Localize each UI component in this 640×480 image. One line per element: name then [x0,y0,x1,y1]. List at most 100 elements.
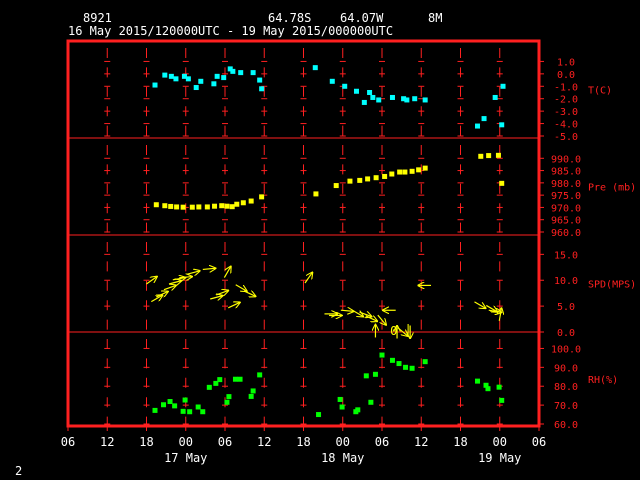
wind-vector [359,312,372,316]
wind-vector [340,310,354,311]
y-tick-label: 990.0 [551,154,581,165]
y-tick-label: 60.0 [554,420,578,431]
wind-vector [179,277,192,278]
humidity-point [368,399,374,405]
pressure-point [259,194,265,200]
pressure-point [189,204,195,210]
humidity-point [200,409,206,415]
temperature-point [152,82,158,88]
pressure-point [499,180,505,186]
station-longitude: 64.07W [340,11,384,25]
temperature-point [475,123,481,129]
pressure-point [409,168,415,174]
y-tick-label: 975.0 [551,191,581,202]
y-tick-label: 965.0 [551,216,581,227]
y-tick-label: -2.0 [554,95,578,106]
y-tick-label: 10.0 [554,276,578,287]
humidity-point [232,376,238,382]
temperature-point [481,116,487,122]
pressure-point [224,203,230,209]
pressure-point [357,177,363,183]
temperature-point [422,97,428,103]
y-tick-label: 80.0 [554,382,578,393]
wind-vector [304,272,312,284]
temperature-point [181,73,187,79]
temperature-point [500,83,506,89]
pressure-point [416,167,422,173]
y-tick-label: 980.0 [551,179,581,190]
pressure-point [478,153,484,159]
temperature-point [211,81,217,87]
y-tick-label: 960.0 [551,228,581,239]
temperature-point [173,76,179,82]
wind-vector [210,296,223,299]
pressure-point [234,201,240,207]
temperature-point [389,94,395,100]
y-tick-label: 0.0 [557,70,575,81]
x-tick-label: 12 [414,435,428,449]
station-latitude: 64.78S [268,11,312,25]
y-tick-label: -4.0 [554,120,578,131]
pressure-point [486,153,492,159]
pressure-point [373,175,379,181]
temperature-point [361,99,367,105]
date-label: 17 May [164,451,207,465]
time-period: 16 May 2015/120000UTC - 19 May 2015/0000… [68,24,394,38]
wind-vector [243,290,256,296]
humidity-point [389,357,395,363]
pressure-point [174,204,180,210]
pressure-point [162,203,168,209]
humidity-point [152,407,158,413]
y-tick-label: 15.0 [554,250,578,261]
humidity-point [372,371,378,377]
x-tick-label: 18 [296,435,310,449]
humidity-point [206,384,212,390]
pressure-point [212,203,218,209]
x-tick-label: 00 [493,435,507,449]
y-tick-label: -5.0 [554,132,578,143]
wind-vector [351,309,363,317]
humidity-point [363,373,369,379]
humidity-point [483,382,489,388]
wind-vector [377,314,386,325]
wind-vector [202,268,216,269]
humidity-point [339,404,345,410]
wind-vector [168,281,182,284]
x-tick-label: 00 [179,435,193,449]
wind-vector [163,285,176,289]
temperature-point [329,78,335,84]
y-tick-label: 970.0 [551,203,581,214]
temperature-point [221,75,227,81]
pressure-point [402,169,408,175]
pressure-point [229,204,235,210]
humidity-axis-label: RH(%) [588,375,618,386]
humidity-point [237,376,243,382]
x-tick-label: 12 [257,435,271,449]
wind-data-label: 0 [390,324,397,338]
y-tick-label: 5.0 [557,302,575,313]
wind-vector [187,271,200,274]
pressure-point [196,204,202,210]
pressure-axis-label: Pre (mb) [588,183,636,194]
humidity-panel: 100.0 90.0 80.0 70.0 60.0 RH(%) [104,344,618,431]
temperature-axis-label: T(C) [588,86,612,97]
wind-vector [228,302,240,309]
wind-vector [474,301,485,309]
temperature-panel: 1.0 0.0-1.0 -2.0-3.0 -4.0-5.0 T(C) [68,57,612,143]
x-tick-label: 06 [61,435,75,449]
humidity-point [496,384,502,390]
humidity-point [161,402,167,408]
pressure-point [333,183,339,189]
y-tick-label: 985.0 [551,167,581,178]
temperature-point [162,72,168,78]
pressure-point [382,173,388,179]
x-tick-label: 18 [453,435,467,449]
humidity-point [409,365,415,371]
humidity-point [195,404,201,410]
wind-vector [146,277,157,285]
humidity-point [226,394,232,400]
y-tick-label: 90.0 [554,363,578,374]
temperature-point [492,94,498,100]
